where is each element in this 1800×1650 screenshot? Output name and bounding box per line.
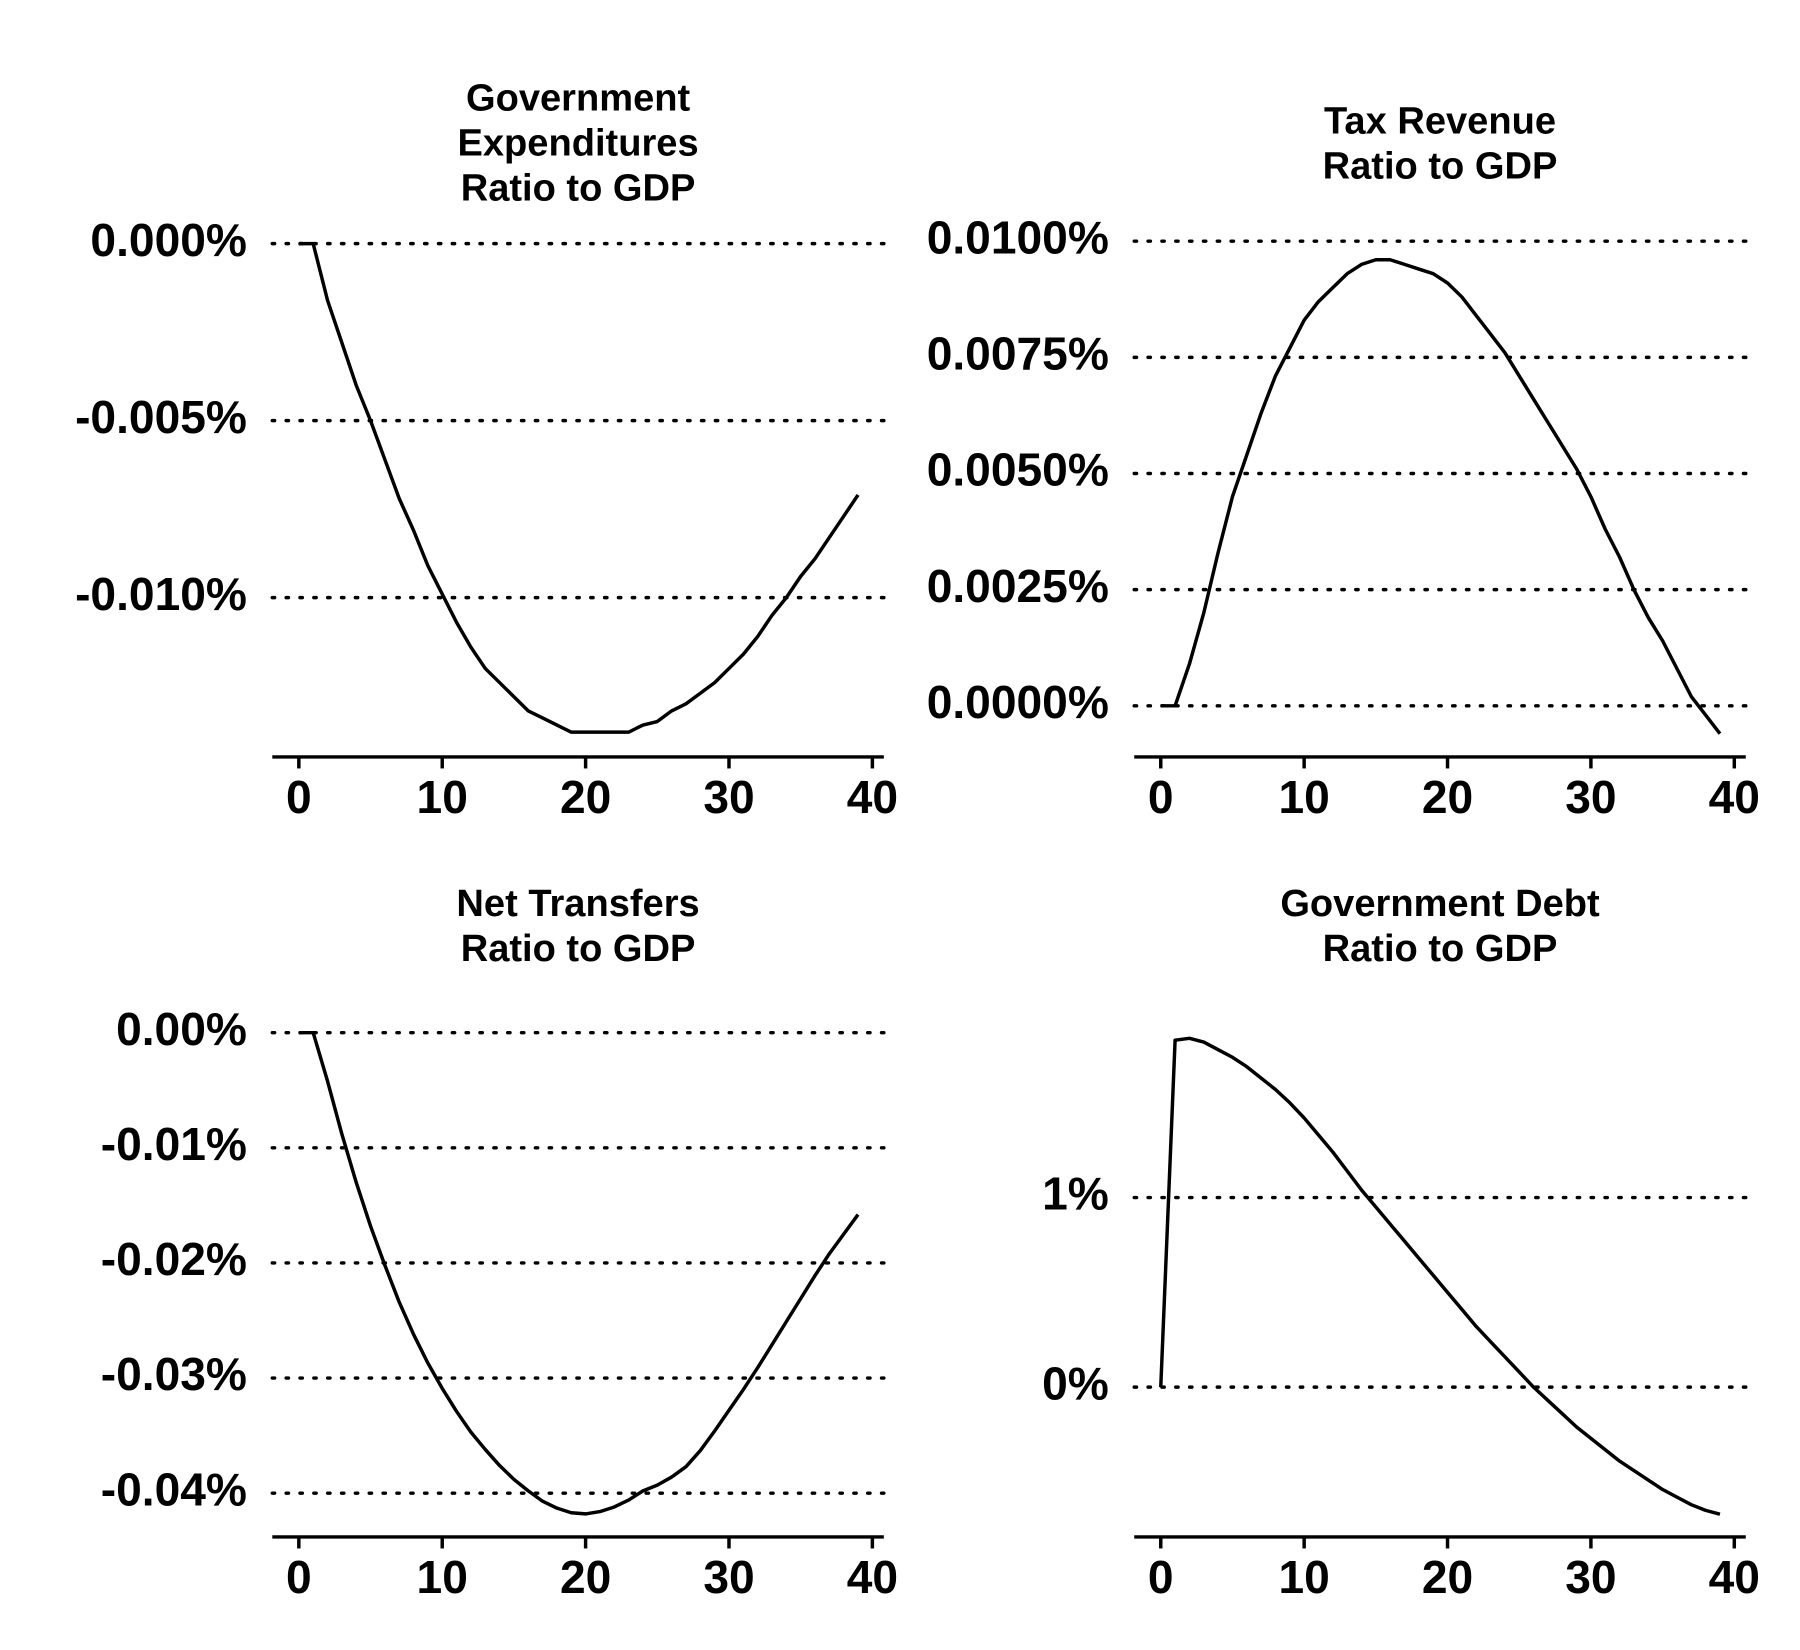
x-tick-label: 40 xyxy=(847,771,898,823)
x-tick-label: 0 xyxy=(1148,771,1174,823)
x-tick-label: 0 xyxy=(286,1551,312,1603)
x-tick-label: 10 xyxy=(417,1551,468,1603)
chart-title: Ratio to GDP xyxy=(1323,928,1558,970)
y-tick-label: -0.02% xyxy=(101,1233,247,1285)
x-tick-label: 0 xyxy=(1148,1551,1174,1603)
y-tick-label: -0.010% xyxy=(75,568,247,620)
y-tick-label: -0.04% xyxy=(101,1463,247,1515)
y-tick-label: 0.0000% xyxy=(927,676,1109,728)
y-tick-label: 0.0100% xyxy=(927,211,1109,263)
x-tick-label: 20 xyxy=(560,771,611,823)
x-tick-label: 30 xyxy=(1565,771,1616,823)
chart-title: Ratio to GDP xyxy=(461,928,696,970)
chart-title: Expenditures xyxy=(458,122,699,164)
x-tick-label: 0 xyxy=(286,771,312,823)
x-tick-label: 40 xyxy=(1709,1551,1760,1603)
y-tick-label: 0.0025% xyxy=(927,560,1109,612)
y-tick-label: 0.0075% xyxy=(927,328,1109,380)
x-tick-label: 20 xyxy=(1422,1551,1473,1603)
y-tick-label: -0.005% xyxy=(75,391,247,443)
data-line xyxy=(1160,258,1722,735)
y-tick-label: 0.000% xyxy=(90,214,247,266)
x-tick-label: 30 xyxy=(703,1551,754,1603)
chart-title: Government Debt xyxy=(1280,883,1600,925)
x-tick-label: 10 xyxy=(1278,1551,1329,1603)
data-line xyxy=(298,1030,860,1516)
y-tick-label: 0.00% xyxy=(116,1003,247,1055)
y-tick-label: 1% xyxy=(1042,1168,1109,1220)
x-tick-label: 20 xyxy=(1422,771,1473,823)
chart-title: Net Transfers xyxy=(456,883,699,925)
data-line xyxy=(298,241,860,734)
chart-title: Tax Revenue xyxy=(1324,101,1556,143)
x-tick-label: 10 xyxy=(1278,771,1329,823)
x-tick-label: 20 xyxy=(560,1551,611,1603)
y-tick-label: 0% xyxy=(1042,1357,1109,1409)
x-tick-label: 30 xyxy=(703,771,754,823)
data-line xyxy=(1159,1036,1721,1516)
chart-title: Ratio to GDP xyxy=(1323,146,1558,188)
x-tick-label: 40 xyxy=(847,1551,898,1603)
chart-title: Government xyxy=(466,77,691,119)
x-tick-label: 30 xyxy=(1565,1551,1616,1603)
chart-title: Ratio to GDP xyxy=(461,167,696,209)
x-tick-label: 10 xyxy=(417,771,468,823)
y-tick-label: -0.01% xyxy=(101,1118,247,1170)
x-tick-label: 40 xyxy=(1709,771,1760,823)
y-tick-label: -0.03% xyxy=(101,1348,247,1400)
y-tick-label: 0.0050% xyxy=(927,444,1109,496)
